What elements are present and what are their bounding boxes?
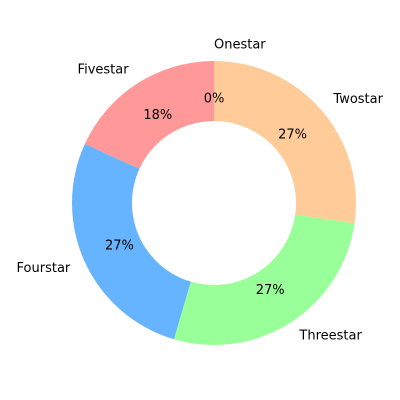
slice-pct-threestar: 27% [256, 283, 285, 298]
slice-pct-fivestar: 18% [143, 108, 172, 123]
slice-label-twostar: Twostar [332, 92, 383, 107]
slice-pct-twostar: 27% [278, 127, 307, 142]
slice-label-fivestar: Fivestar [78, 63, 130, 78]
slice-label-onestar: Onestar [214, 38, 266, 53]
slices-group [71, 61, 357, 346]
labels-group: Fivestar 18% Fourstar 27% Threestar 27% Twosta… [17, 38, 384, 344]
slice-pct-onestar: 0% [204, 92, 225, 107]
slice-twostar [214, 61, 357, 224]
slice-fivestar [84, 61, 214, 169]
slice-label-threestar: Threestar [298, 328, 362, 343]
slice-threestar [173, 214, 355, 346]
slice-label-fourstar: Fourstar [17, 261, 71, 276]
slice-fourstar [71, 144, 191, 340]
slice-pct-fourstar: 27% [105, 239, 134, 254]
